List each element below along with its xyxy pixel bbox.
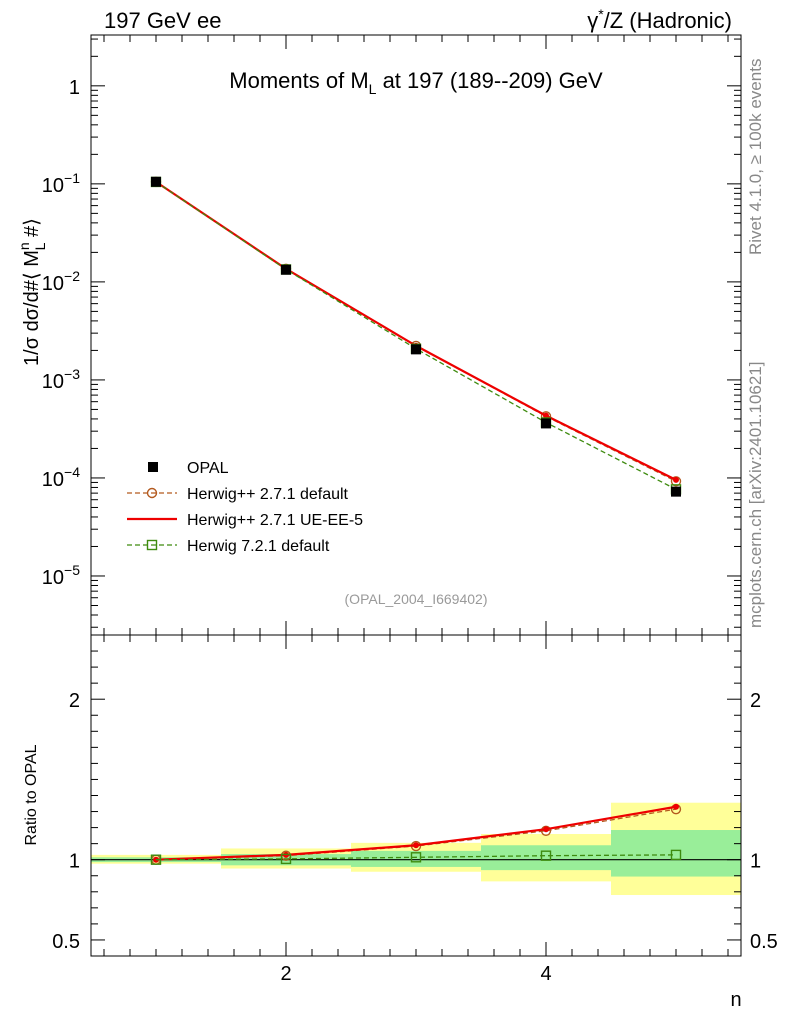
ratio-y-tick-label-left: 0.5 xyxy=(52,931,80,953)
legend-marker-herwig-2-7-1-default xyxy=(146,487,158,499)
ratio-band-green xyxy=(481,845,611,871)
main-series-layer xyxy=(150,176,682,497)
main-point-opal xyxy=(151,176,161,187)
ratio-point-herwig-7-2-1-default xyxy=(280,853,292,865)
ratio-x-tick-label: 4 xyxy=(540,963,551,985)
ratio-y-tick-label-right: 1 xyxy=(750,851,761,873)
ratio-point-herwig-7-2-1-default xyxy=(150,854,162,865)
ratio-band-green xyxy=(611,830,741,877)
ratio-point-herwig-2-7-1-ue-ee-5 xyxy=(543,826,549,833)
ratio-line-herwig-7-2-1-default xyxy=(155,854,677,861)
ratio-point-herwig-2-7-1-ue-ee-5 xyxy=(673,803,679,810)
main-y-tick-label: 10−2 xyxy=(42,268,80,295)
energy-label: 197 GeV ee xyxy=(104,8,221,33)
ratio-x-tick-label: 2 xyxy=(280,963,291,985)
ratio-point-herwig-7-2-1-default xyxy=(410,852,422,863)
main-y-tick-label: 10−5 xyxy=(42,562,80,589)
main-y-tick-label: 1 xyxy=(69,77,80,99)
analysis-id-label: (OPAL_2004_I669402) xyxy=(345,591,488,607)
main-line-herwig-2-7-1-default xyxy=(155,181,677,482)
legend: OPAL Herwig++ 2.7.1 default Herwig++ 2.7.1… xyxy=(127,460,363,555)
main-point-herwig-2-7-1-default xyxy=(670,476,682,487)
ratio-point-herwig-7-2-1-default xyxy=(540,850,552,861)
main-point-herwig-2-7-1-ue-ee-5 xyxy=(673,476,679,483)
ratio-band-green xyxy=(351,850,481,867)
main-point-herwig-2-7-1-ue-ee-5 xyxy=(543,412,549,419)
main-y-axis-label: 1/σ dσ/d#⟨ MnL #⟩ xyxy=(16,218,48,366)
ratio-series-layer xyxy=(150,803,682,865)
ratio-point-herwig-2-7-1-ue-ee-5 xyxy=(413,842,419,849)
ratio-plot-frame xyxy=(90,634,742,957)
main-point-opal xyxy=(411,344,421,355)
main-y-tick-label: 10−4 xyxy=(42,464,80,491)
main-line-herwig-2-7-1-ue-ee-5 xyxy=(155,180,677,481)
main-y-tick-label: 10−1 xyxy=(42,170,80,197)
legend-label-herwig-7-2-1-default: Herwig 7.2.1 default xyxy=(187,538,330,555)
ratio-y-tick-label-right: 2 xyxy=(750,690,761,712)
legend-marker-herwig-7-2-1-default xyxy=(146,539,158,551)
legend-label-herwig-2-7-1-ue-ee-5: Herwig++ 2.7.1 UE-EE-5 xyxy=(187,512,363,529)
ratio-uncertainty-bands xyxy=(91,802,741,896)
main-panel: 1 10−1 10−2 10−3 10−4 10−5 Moments of ML at 1… xyxy=(16,34,742,636)
ratio-y-tick-label-left: 1 xyxy=(69,851,80,873)
legend-label-herwig-2-7-1-default: Herwig++ 2.7.1 default xyxy=(187,486,349,503)
ratio-y-ticks: 0.5 0.5 1 1 2 2 xyxy=(52,634,778,953)
process-label: γ*/Z (Hadronic) xyxy=(587,6,732,33)
chart-title: Moments of ML at 197 (189--209) GeV xyxy=(229,68,603,97)
main-point-opal xyxy=(671,486,681,497)
main-point-opal xyxy=(281,264,291,275)
legend-marker-opal xyxy=(148,462,158,472)
main-y-ticks: 1 10−1 10−2 10−3 10−4 10−5 xyxy=(42,38,741,628)
rivet-version-label: Rivet 4.1.0, ≥ 100k events xyxy=(746,59,765,255)
ratio-point-herwig-7-2-1-default xyxy=(670,849,682,861)
ratio-y-tick-label-right: 0.5 xyxy=(750,931,778,953)
main-line-herwig-7-2-1-default xyxy=(155,181,677,490)
ratio-y-axis-label: Ratio to OPAL xyxy=(23,744,40,845)
legend-label-opal: OPAL xyxy=(187,460,229,477)
main-x-ticks xyxy=(103,35,729,635)
ratio-y-tick-label-left: 2 xyxy=(69,690,80,712)
mcplots-source-label: mcplots.cern.ch [arXiv:2401.10621] xyxy=(746,362,765,628)
main-y-tick-label: 10−3 xyxy=(42,366,80,393)
x-axis-label: n xyxy=(730,989,741,1011)
main-point-opal xyxy=(541,418,551,429)
